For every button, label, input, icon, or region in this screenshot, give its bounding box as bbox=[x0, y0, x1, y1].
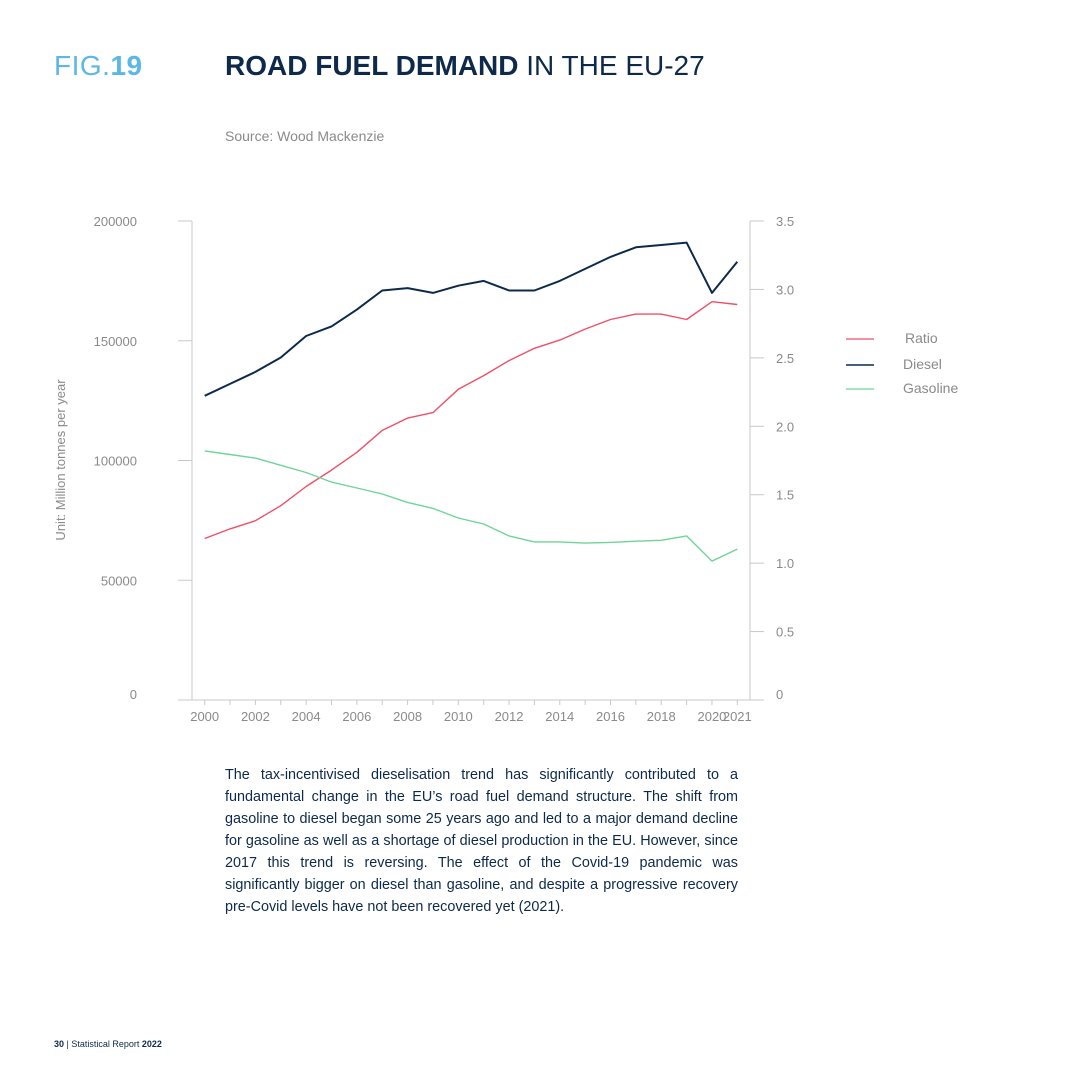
y-left-tick-label: 200000 bbox=[94, 214, 137, 229]
series-line-diesel bbox=[204, 241, 739, 397]
figure-prefix: FIG. bbox=[54, 50, 111, 81]
series-line-gasoline bbox=[204, 450, 738, 562]
y-axis-title: Unit: Million tonnes per year bbox=[53, 379, 68, 541]
x-tick-label: 2010 bbox=[444, 709, 473, 724]
chart-series bbox=[204, 241, 739, 562]
page-title: ROAD FUEL DEMAND IN THE EU-27 bbox=[225, 50, 705, 82]
x-tick-label: 2004 bbox=[292, 709, 321, 724]
y-left-tick-label: 100000 bbox=[94, 454, 137, 469]
page-footer: 30 | Statistical Report 2022 bbox=[54, 1039, 162, 1049]
legend-label-ratio: Ratio bbox=[905, 330, 938, 346]
x-tick-label: 2021 bbox=[723, 709, 752, 724]
y-right-tick-label: 1.5 bbox=[776, 488, 794, 503]
y-right-tick-label: 2.5 bbox=[776, 351, 794, 366]
chart-legend: Ratio Diesel Gasoline bbox=[846, 330, 958, 396]
y-left-tick-label: 150000 bbox=[94, 334, 137, 349]
x-tick-label: 2000 bbox=[190, 709, 219, 724]
figure-number-value: 19 bbox=[110, 50, 143, 81]
x-tick-label: 2008 bbox=[393, 709, 422, 724]
title-rest: IN THE EU-27 bbox=[518, 50, 705, 81]
x-tick-label: 2012 bbox=[495, 709, 524, 724]
x-tick-label: 2006 bbox=[342, 709, 371, 724]
legend-label-diesel: Diesel bbox=[903, 356, 942, 372]
y-right-tick-label: 3.5 bbox=[776, 214, 794, 229]
y-right-tick-label: 0.5 bbox=[776, 625, 794, 640]
y-right-tick-label: 0 bbox=[776, 687, 783, 702]
x-tick-label: 2016 bbox=[596, 709, 625, 724]
chart-source: Source: Wood Mackenzie bbox=[225, 128, 385, 144]
y-left-tick-label: 0 bbox=[130, 687, 137, 702]
page-number: 30 bbox=[54, 1039, 65, 1049]
x-tick-label: 2002 bbox=[241, 709, 270, 724]
chart-axes: 200000 150000 100000 50000 0 3.5 3.0 2.5 2.0 1.5 1… bbox=[53, 214, 794, 724]
y-left-tick-label: 50000 bbox=[101, 573, 137, 588]
title-bold: ROAD FUEL DEMAND bbox=[225, 50, 519, 81]
y-right-tick-label: 3.0 bbox=[776, 282, 794, 297]
series-line-ratio bbox=[204, 301, 738, 540]
y-right-tick-label: 2.0 bbox=[776, 419, 794, 434]
x-tick-label: 2020 bbox=[697, 709, 726, 724]
y-right-tick-label: 1.0 bbox=[776, 556, 794, 571]
x-tick-label: 2014 bbox=[545, 709, 574, 724]
chart: 200000 150000 100000 50000 0 3.5 3.0 2.5 2.0 1.5 1… bbox=[53, 214, 958, 724]
footer-separator: | Statistical Report bbox=[64, 1039, 142, 1049]
legend-label-gasoline: Gasoline bbox=[903, 380, 958, 396]
body-paragraph: The tax-incentivised dieselisation trend… bbox=[225, 767, 738, 915]
footer-year: 2022 bbox=[141, 1039, 162, 1049]
figure-number: FIG.19 bbox=[54, 50, 143, 82]
x-tick-label: 2018 bbox=[647, 709, 676, 724]
